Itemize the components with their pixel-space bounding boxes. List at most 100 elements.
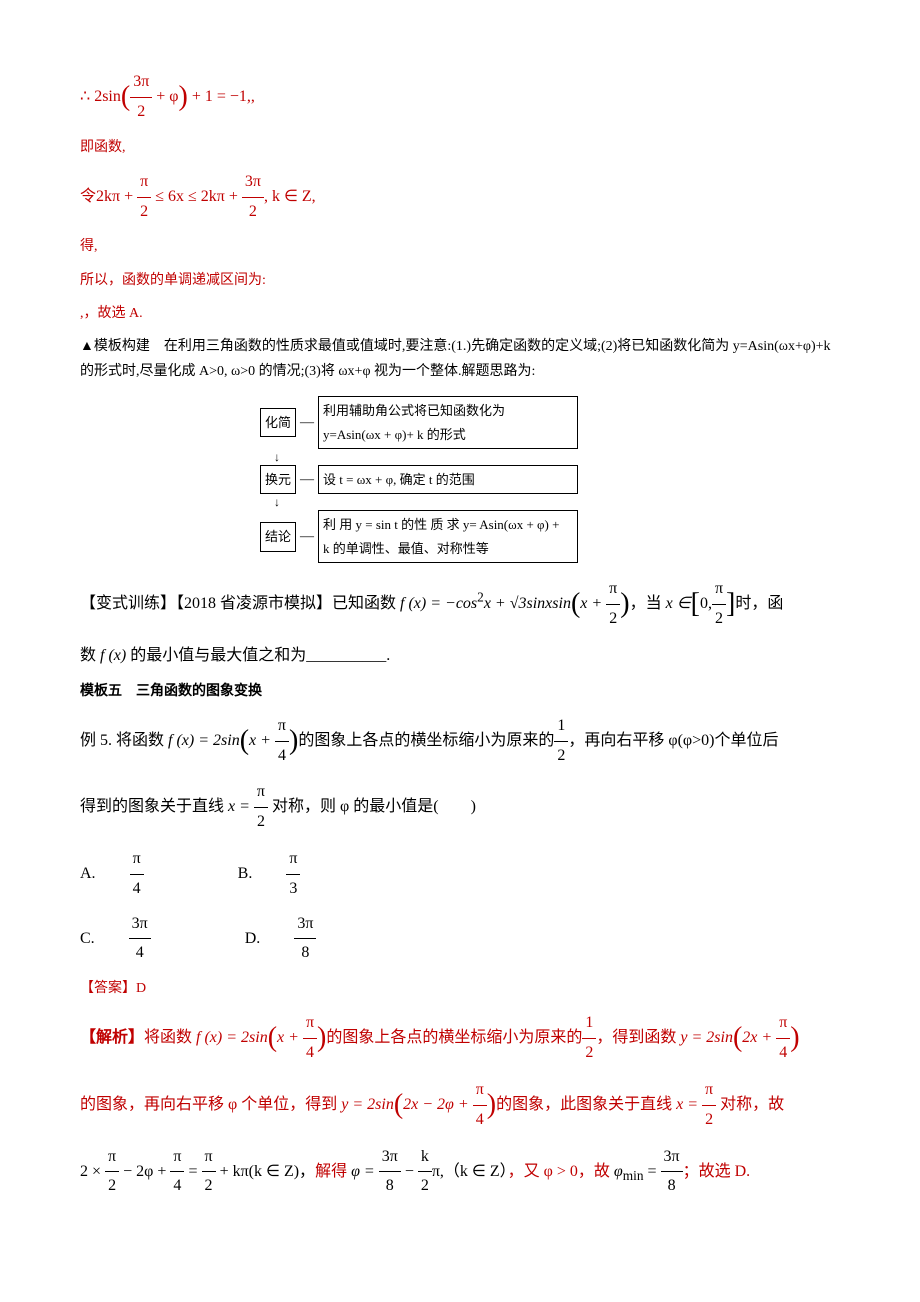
frac-den: 2 (418, 1172, 432, 1201)
flowchart: 化简 — 利用辅助角公式将已知函数化为 y=Asin(ωx + φ)+ k 的形… (260, 394, 840, 565)
option-d: D. 3π8 (245, 930, 377, 947)
frac-den: 2 (130, 98, 152, 127)
options-row-1: A. π4 B. π3 (80, 845, 840, 904)
frac-den: 3 (286, 875, 300, 904)
variant-fx2: x + √3sinxsin (484, 595, 571, 612)
frac-num: π (712, 575, 726, 605)
frac-den: 2 (554, 742, 568, 771)
variant-fx: f (x) = −cos (400, 595, 477, 612)
sup-2: 2 (477, 590, 484, 605)
flow-dash: — (300, 410, 314, 435)
solve: 解得 (315, 1163, 351, 1180)
ex5-l2b: 对称，则 φ 的最小值是( ) (268, 798, 476, 815)
frac-num: π (473, 1076, 487, 1106)
ex5-mid2: ，再向右平移 φ(φ>0)个单位后 (568, 732, 778, 749)
explain-line-3: 2 × π2 − 2φ + π4 = π2 + kπ(k ∈ Z)，解得 φ =… (80, 1143, 840, 1202)
explain-t2: 的图象上各点的横坐标缩小为原来的 (326, 1029, 582, 1046)
opt-d-label: D. (245, 930, 265, 947)
frac-num: k (418, 1143, 432, 1173)
phimin-eq: = (644, 1163, 661, 1180)
frac-den: 2 (137, 198, 151, 227)
frac-num: π (254, 778, 268, 808)
plus-phi: + φ (152, 88, 178, 105)
variant-training: 【变式训练】【2018 省凌源市模拟】已知函数 f (x) = −cos2x +… (80, 575, 840, 634)
phi-eq: φ = (351, 1163, 379, 1180)
flow-arrow-1: ↓ (274, 451, 280, 463)
variant-l2fx: f (x) (100, 647, 130, 664)
eq3-mid: ≤ 6x ≤ 2kπ + (151, 188, 242, 205)
frac-den: 2 (606, 605, 620, 634)
frac-den: 8 (661, 1172, 683, 1201)
variant-prefix: 【变式训练】【2018 省凌源市模拟】已知函数 (80, 595, 400, 612)
template-build: ▲模板构建 在利用三角函数的性质求最值或值域时,要注意:(1.)先确定函数的定义… (80, 334, 840, 384)
x-eq: x = (228, 798, 254, 815)
explain-label: 【解析】 (80, 1029, 144, 1046)
option-b: B. π3 (238, 865, 361, 882)
explain-l2c: 对称，故 (716, 1096, 784, 1113)
eq-mid3: + kπ(k ∈ Z)， (216, 1163, 315, 1180)
range-lo: 0, (700, 595, 712, 612)
variant-line2: 数 f (x) 的最小值与最大值之和为__________. (80, 642, 840, 671)
text-line-4: 得, (80, 234, 840, 259)
opt-c-label: C. (80, 930, 99, 947)
explain-tail: ；故选 D. (683, 1163, 751, 1180)
frac-num: 1 (582, 1009, 596, 1039)
eq-line-3: 令2kπ + π2 ≤ 6x ≤ 2kπ + 3π2, k ∈ Z, (80, 168, 840, 227)
explain-l2b: 的图象，此图象关于直线 (496, 1096, 676, 1113)
flow-box-conclusion: 结论 (260, 522, 296, 551)
eq-lhs1: 2 × (80, 1163, 105, 1180)
func-2sin: 2sin (94, 88, 121, 105)
answer-label: 【答案】 (80, 981, 136, 996)
frac-num: 1 (554, 712, 568, 742)
explain-line-2: 的图象，再向右平移 φ 个单位，得到 y = 2sin(2x − 2φ + π4… (80, 1076, 840, 1135)
frac-num: 3π (242, 168, 264, 198)
flow-dash: — (300, 524, 314, 549)
example5-line2: 得到的图象关于直线 x = π2 对称，则 φ 的最小值是( ) (80, 778, 840, 837)
frac-num: π (702, 1076, 716, 1106)
frac-num: 3π (379, 1143, 401, 1173)
text-line-2: 即函数, (80, 135, 840, 160)
flow-dash: — (300, 467, 314, 492)
phi-mid: − (401, 1163, 418, 1180)
frac-den: 2 (202, 1172, 216, 1201)
frac-num: π (275, 712, 289, 742)
frac-den: 4 (275, 742, 289, 771)
example5: 例 5. 将函数 f (x) = 2sin(x + π4)的图象上各点的横坐标缩… (80, 712, 840, 771)
frac-den: 2 (105, 1172, 119, 1201)
eq3-tail: , k ∈ Z, (264, 188, 316, 205)
frac-den: 4 (129, 939, 151, 968)
frac-num: 3π (130, 68, 152, 98)
eq3-lhs: 2kπ + (96, 188, 137, 205)
frac-den: 2 (702, 1106, 716, 1135)
inner-x: x + (249, 732, 275, 749)
flow-row-2: 换元 — 设 t = ωx + φ, 确定 t 的范围 (260, 465, 578, 494)
variant-mid: ，当 (630, 595, 666, 612)
opt-a-label: A. (80, 865, 100, 882)
inner-x: 2x + (742, 1029, 776, 1046)
variant-l2a: 数 (80, 647, 100, 664)
phimin: φ (614, 1163, 623, 1180)
frac-num: π (202, 1143, 216, 1173)
flow-row-3: 结论 — 利 用 y = sin t 的性 质 求 y= Asin(ωx + φ… (260, 510, 578, 563)
inner-x: x + (580, 595, 606, 612)
flow-desc-1: 利用辅助角公式将已知函数化为 y=Asin(ωx + φ)+ k 的形式 (318, 396, 578, 449)
inner-x: 2x − 2φ + (403, 1096, 473, 1113)
ex5-label: 例 5. 将函数 (80, 732, 168, 749)
frac-den: 4 (473, 1106, 487, 1135)
frac-den: 2 (712, 605, 726, 634)
frac-den: 2 (242, 198, 264, 227)
option-a: A. π4 (80, 865, 204, 882)
variant-tail: 时，函 (735, 595, 783, 612)
x-eq: x = (676, 1096, 702, 1113)
text-line-6: ,，故选 A. (80, 301, 840, 326)
y2: y = 2sin (341, 1096, 394, 1113)
answer-value: D (136, 981, 146, 996)
explain-l2a: 的图象，再向右平移 φ 个单位，得到 (80, 1096, 341, 1113)
flow-box-substitute: 换元 (260, 465, 296, 494)
frac-num: π (137, 168, 151, 198)
flow-desc-3: 利 用 y = sin t 的性 质 求 y= Asin(ωx + φ) + k… (318, 510, 578, 563)
explain-line-1: 【解析】将函数 f (x) = 2sin(x + π4)的图象上各点的横坐标缩小… (80, 1009, 840, 1068)
x-in: x ∈ (666, 595, 691, 612)
frac-num: 3π (661, 1143, 683, 1173)
frac-num: π (606, 575, 620, 605)
